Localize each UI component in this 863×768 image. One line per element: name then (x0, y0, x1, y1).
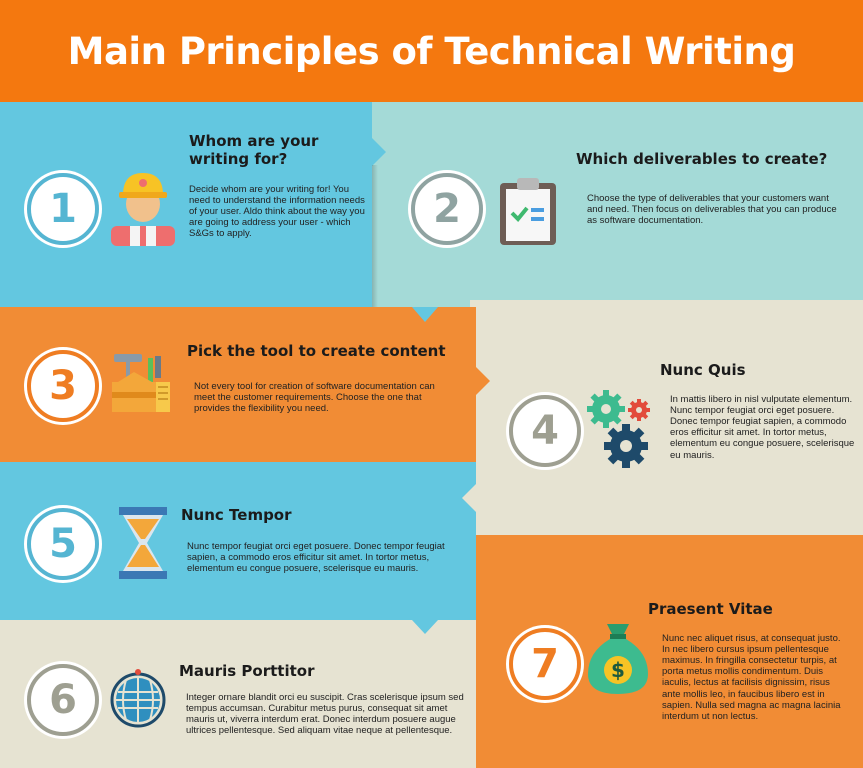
step-7-circle: 7 (509, 628, 581, 700)
section-2-heading: Which deliverables to create? (576, 150, 828, 168)
section-6-text: Integer ornare blandit orci eu suscipit.… (186, 692, 464, 737)
title-bar: Main Principles of Technical Writing (0, 0, 863, 102)
section-2-text: Choose the type of deliverables that you… (587, 193, 837, 227)
section-7-text: Nunc nec aliquet risus, at consequat jus… (662, 633, 841, 722)
section-1-background (0, 102, 438, 322)
step-1-circle: 1 (27, 173, 99, 245)
section-3-heading: Pick the tool to create content (187, 342, 446, 360)
step-2-circle: 2 (411, 173, 483, 245)
section-1-text: Decide whom are your writing for! You ne… (189, 184, 365, 240)
step-2-number: 2 (433, 186, 461, 232)
section-1-divider-shadow (372, 165, 378, 307)
section-3-text: Not every tool for creation of software … (194, 381, 435, 415)
toolbox-icon (112, 354, 170, 412)
clipboard-checklist-icon (500, 178, 556, 245)
step-6-number: 6 (49, 677, 77, 723)
hourglass-icon (119, 507, 167, 579)
user-with-helmet-icon (111, 173, 175, 246)
section-7-heading: Praesent Vitae (648, 600, 773, 618)
step-6-circle: 6 (27, 664, 99, 736)
step-5-circle: 5 (27, 508, 99, 580)
gears-icon (587, 390, 650, 468)
step-1-number: 1 (49, 186, 77, 232)
step-4-circle: 4 (509, 395, 581, 467)
section-3-background (0, 307, 490, 462)
step-7-number: 7 (531, 641, 559, 687)
section-5-background (0, 462, 476, 634)
globe-icon (110, 669, 166, 728)
svg-text:$: $ (611, 658, 625, 682)
money-bag-icon: $ (588, 624, 648, 694)
step-3-number: 3 (49, 363, 77, 409)
section-5-heading: Nunc Tempor (181, 506, 292, 524)
step-5-number: 5 (49, 521, 77, 567)
section-6-heading: Mauris Porttitor (179, 662, 315, 680)
section-1-heading: Whom are your writing for? (189, 132, 319, 168)
section-4-text: In mattis libero in nisl vulputate eleme… (670, 394, 855, 461)
step-4-number: 4 (531, 408, 559, 454)
page-title: Main Principles of Technical Writing (67, 29, 796, 73)
step-3-circle: 3 (27, 350, 99, 422)
section-5-text: Nunc tempor feugiat orci eget posuere. D… (187, 541, 445, 575)
section-4-heading: Nunc Quis (660, 361, 746, 379)
